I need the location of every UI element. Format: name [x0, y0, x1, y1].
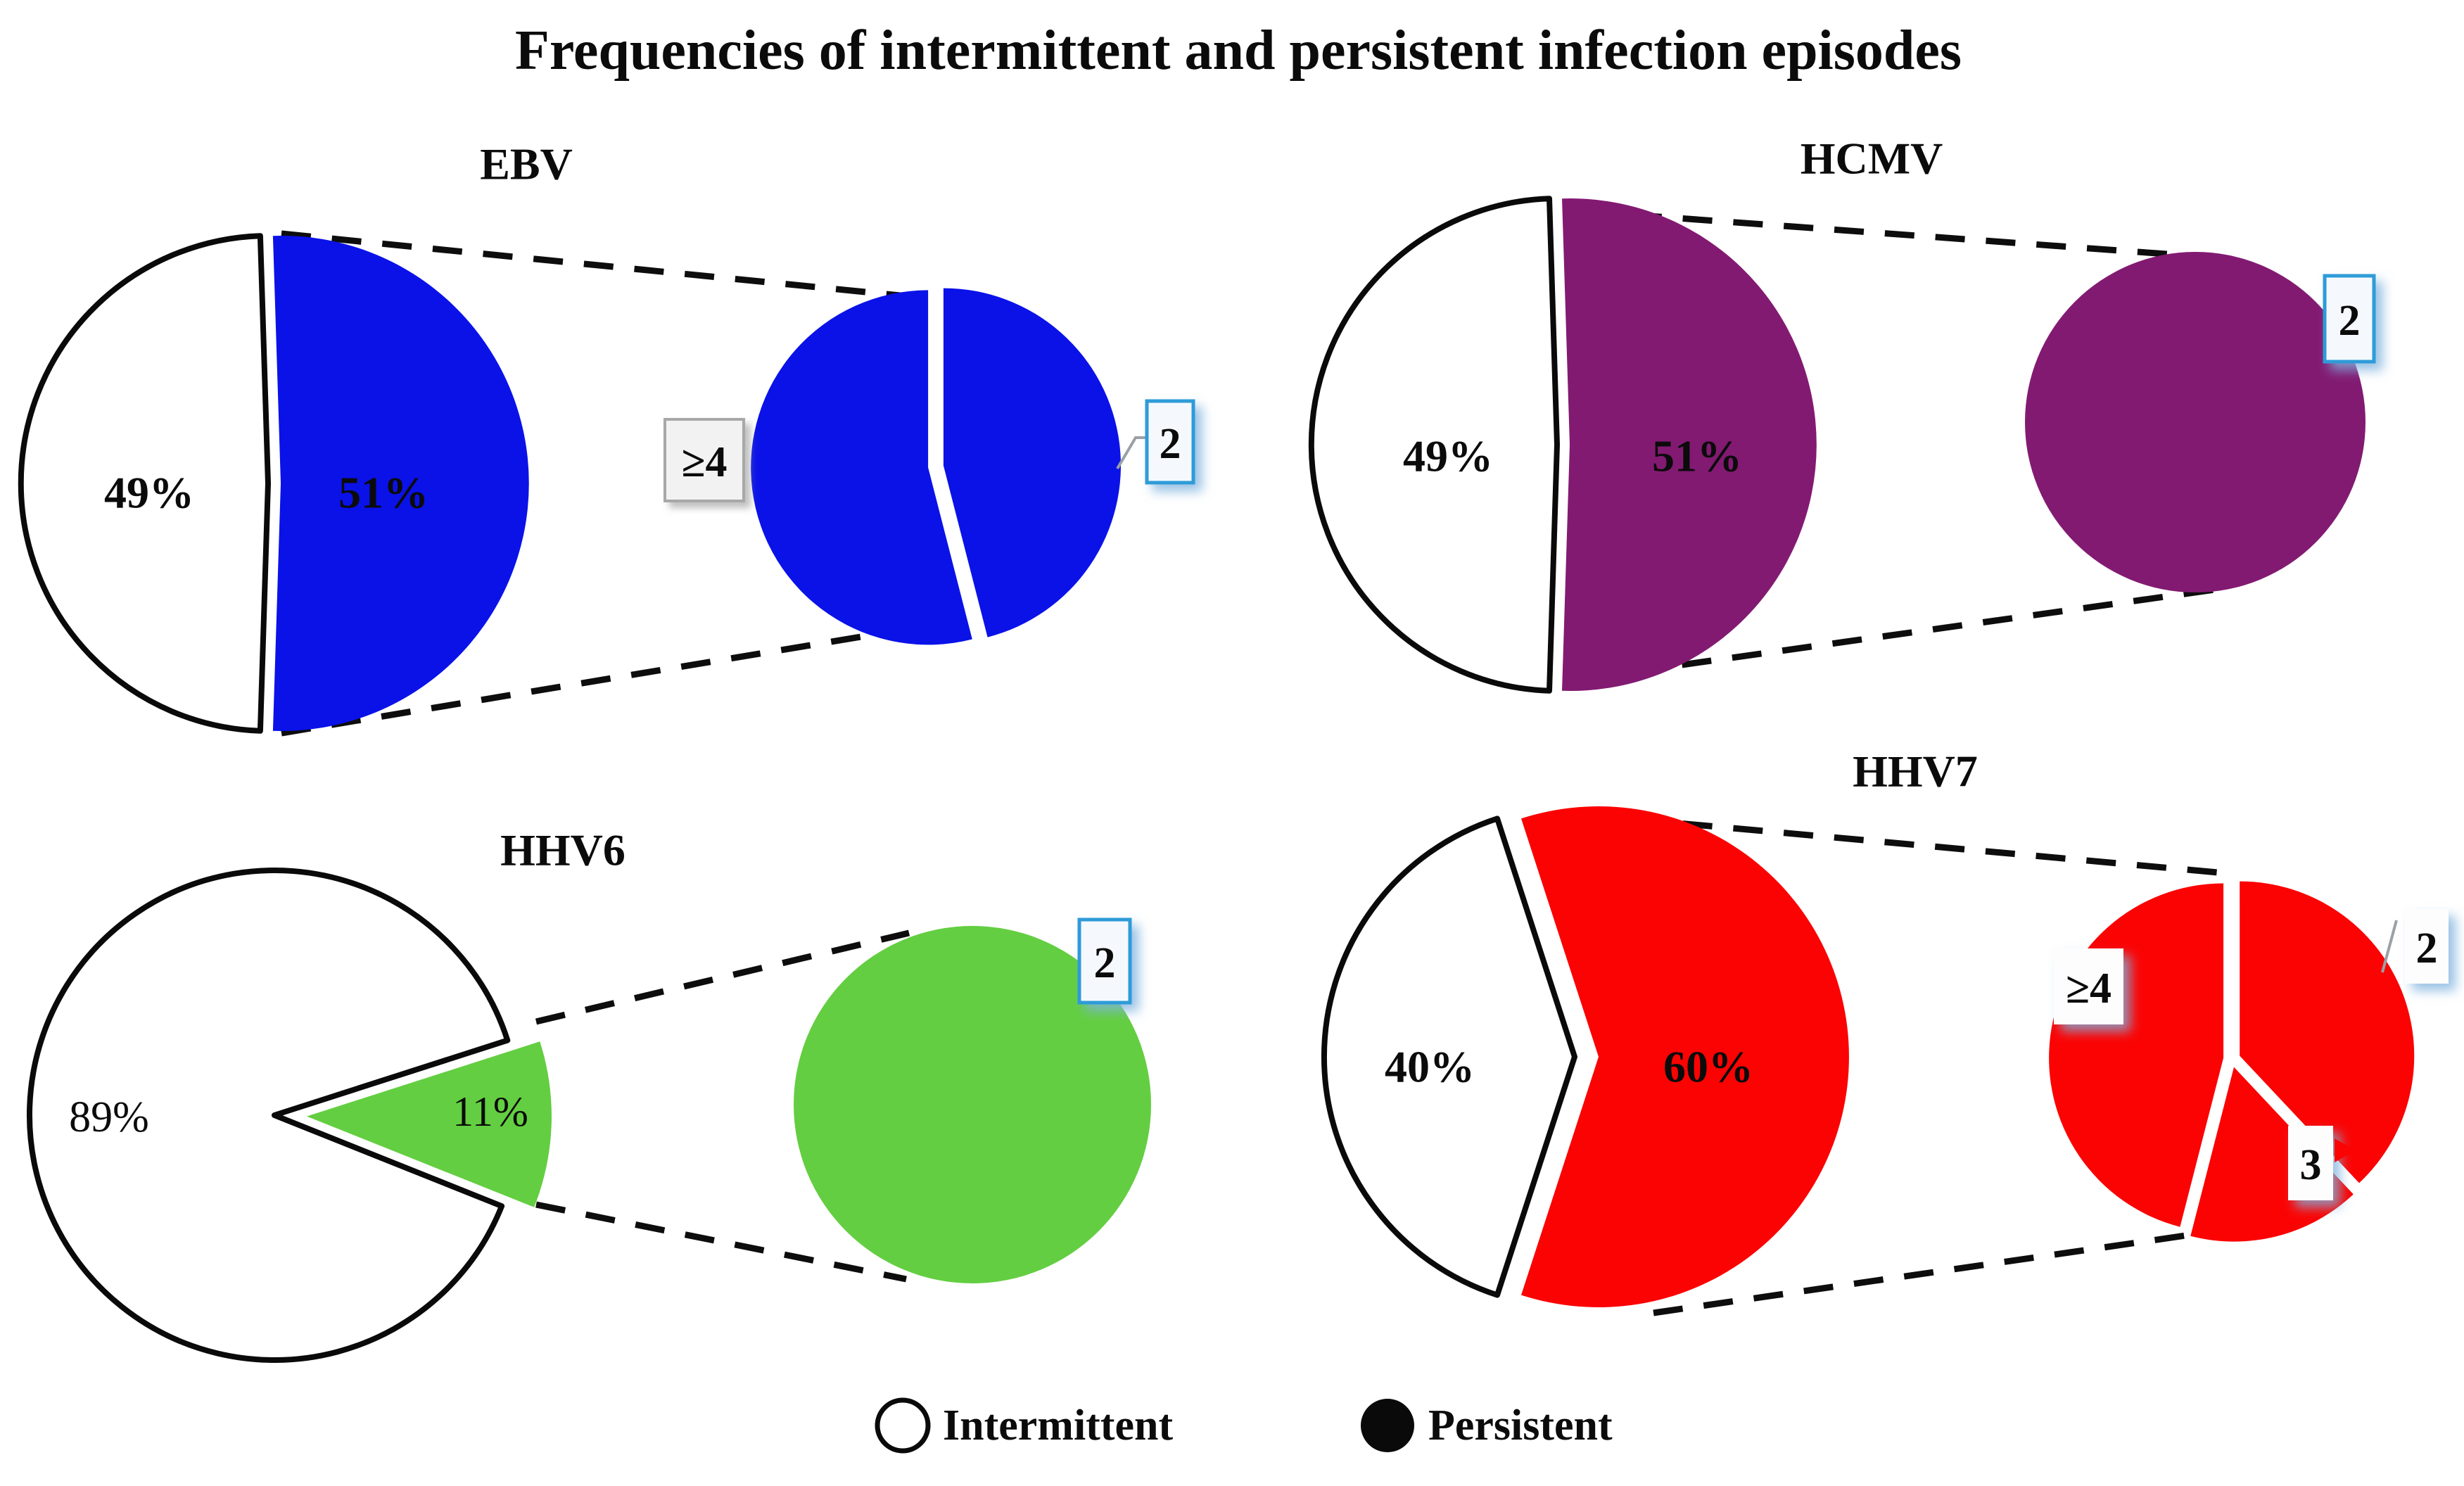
hhv6-percent-label-intermittent: 89% [69, 1093, 149, 1141]
hhv6-main-persistent-slice [307, 1041, 552, 1207]
hhv6-zoom-slice-2 [794, 926, 1151, 1283]
virus-label-hcmv: HCMV [1801, 134, 1943, 184]
ebv-zoom-connector-line [281, 628, 896, 737]
legend-intermittent-label: Intermittent [943, 1402, 1173, 1449]
hhv7-callout-line [2381, 920, 2398, 973]
hhv6-main-intermittent-slice [26, 868, 511, 1363]
hcmv-percent-label-intermittent: 49% [1403, 431, 1493, 481]
ebv-episode-count-label: ≥4 [681, 438, 727, 486]
hhv7-callout-arrow-icon [2335, 1138, 2356, 1162]
hhv7-main-persistent-slice [1521, 806, 1849, 1307]
ebv-episode-count-box [663, 418, 745, 502]
hhv7-percent-label-persistent: 60% [1663, 1042, 1753, 1092]
hhv6-percent-label-persistent: 11% [452, 1088, 528, 1135]
hcmv-episode-count-box [2323, 274, 2376, 364]
hhv7-main-intermittent-slice [1321, 815, 1577, 1298]
hcmv-zoom-connector-line [1581, 208, 2196, 260]
hhv6-pies: 11% 89% 2 [26, 868, 1151, 1363]
ebv-pies: 51% 49% 2 ≥4 [18, 230, 1195, 737]
hhv6-episode-count-label: 2 [1094, 939, 1116, 987]
ebv-main-persistent-slice [272, 236, 529, 731]
panel-hcmv: HCMV 51% 49% 2 [1308, 134, 2376, 694]
hcmv-main-persistent-slice [1562, 198, 1817, 691]
hhv7-zoom-slice-2 [2240, 881, 2415, 1183]
ebv-zoom-connector-line [281, 230, 915, 300]
hcmv-zoom-connector-line [1581, 586, 2216, 682]
ebv-percent-label-persistent: 51% [338, 468, 428, 518]
legend-persistent-swatch-icon [1361, 1399, 1414, 1452]
panel-ebv: EBV 51% 49% 2 ≥4 [18, 139, 1195, 737]
ebv-episode-count-label: 2 [1160, 420, 1181, 468]
hhv7-episode-count-box [2405, 909, 2449, 984]
virus-label-ebv: EBV [480, 139, 573, 189]
hhv6-zoom-connector-line [535, 1201, 907, 1283]
ebv-main-intermittent-slice [18, 233, 271, 734]
hhv7-pies: 60% 40% 2 3 ≥4 [1321, 806, 2449, 1316]
legend-intermittent-swatch-icon [875, 1397, 931, 1454]
hhv7-episode-count-box [2054, 948, 2123, 1024]
ebv-episode-count-box [1145, 399, 1195, 485]
hhv6-episode-count-box [1077, 917, 1132, 1005]
legend: Intermittent Persistent [875, 1397, 1613, 1454]
hhv7-episode-count-box [2288, 1126, 2333, 1200]
hhv7-episode-count-label: ≥4 [2066, 965, 2111, 1012]
ebv-percent-label-intermittent: 49% [104, 468, 194, 518]
panel-hhv7: HHV7 60% 40% 2 3 ≥4 [1321, 747, 2449, 1316]
virus-label-hhv7: HHV7 [1853, 747, 1978, 796]
legend-persistent-label: Persistent [1428, 1402, 1613, 1449]
ebv-callout-line [1116, 436, 1147, 470]
hcmv-percent-label-persistent: 51% [1652, 431, 1742, 481]
hhv7-episode-count-label: 2 [2416, 925, 2438, 972]
ebv-zoom-slice-2 [943, 288, 1121, 637]
hcmv-zoom-slice-2 [2025, 252, 2365, 592]
hhv7-episode-count-label: 3 [2300, 1141, 2322, 1189]
hhv7-percent-label-intermittent: 40% [1385, 1042, 1475, 1092]
hcmv-episode-count-label: 2 [2339, 297, 2361, 345]
hhv6-zoom-connector-line [535, 929, 910, 1025]
hhv7-zoom-slice-≥4 [2049, 883, 2224, 1227]
hcmv-main-intermittent-slice [1308, 196, 1560, 694]
virus-label-hhv6: HHV6 [500, 825, 625, 875]
ebv-zoom-slice-≥4 [751, 290, 972, 645]
hcmv-pies: 51% 49% 2 [1308, 196, 2376, 694]
panel-hhv6: HHV6 11% 89% 2 [26, 825, 1151, 1363]
figure-title: Frequencies of intermittent and persiste… [515, 20, 1962, 82]
hhv7-zoom-connector-line [1653, 1229, 2206, 1316]
